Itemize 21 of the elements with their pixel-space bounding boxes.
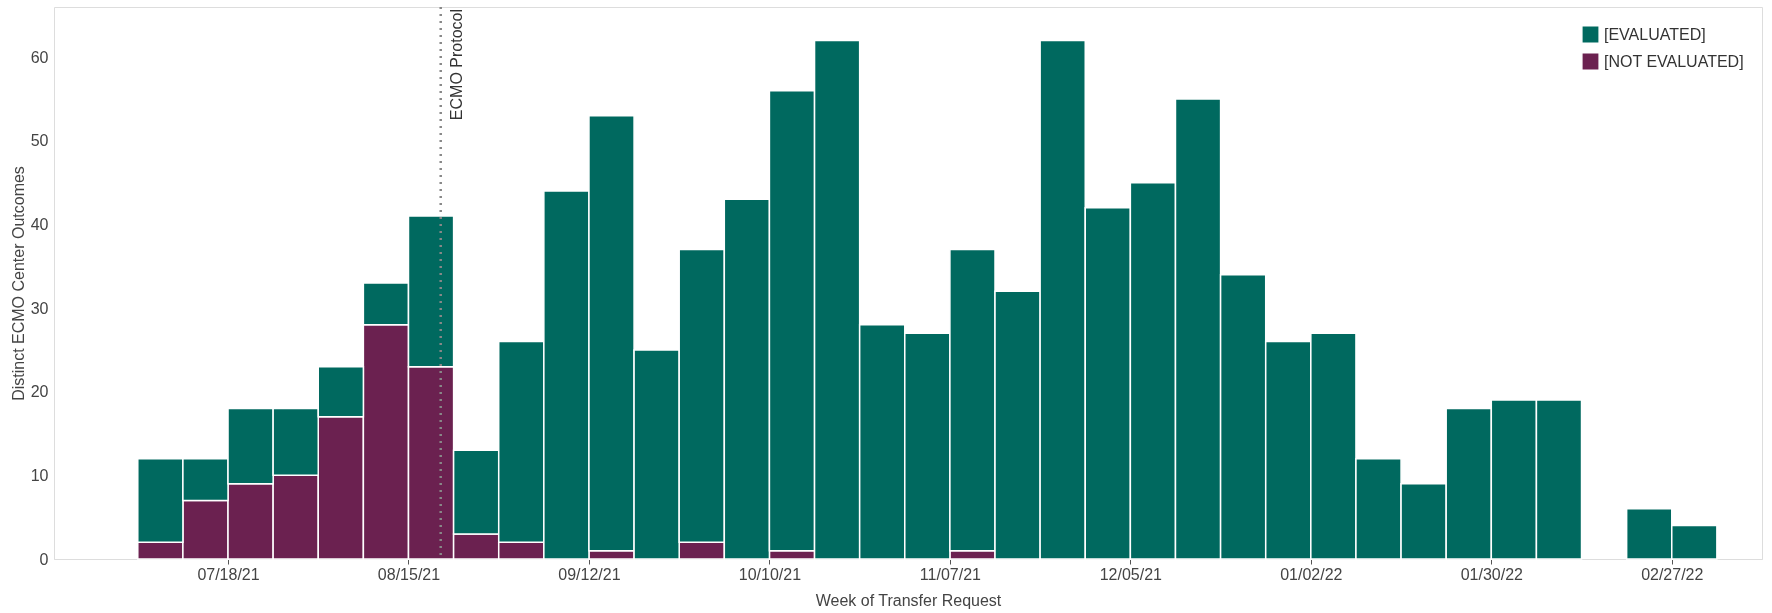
legend-label: [NOT EVALUATED]	[1604, 52, 1744, 70]
ref-line-label: ECMO Protocol	[447, 9, 465, 121]
y-tick-label: 10	[30, 466, 49, 484]
x-tick-label: 09/12/21	[558, 565, 621, 583]
legend-label: [EVALUATED]	[1604, 25, 1706, 43]
y-tick-label: 0	[39, 550, 49, 568]
x-tick-label: 01/30/22	[1460, 565, 1524, 583]
y-tick-label: 60	[30, 48, 49, 66]
y-tick-label: 30	[30, 299, 49, 317]
x-tick-label: 11/07/21	[919, 565, 982, 583]
x-tick-label: 02/27/22	[1641, 565, 1704, 583]
y-tick-label: 40	[30, 215, 49, 233]
x-tick-label: 08/15/21	[377, 565, 441, 583]
x-tick-label: 12/05/21	[1099, 565, 1163, 583]
x-tick-label: 10/10/21	[738, 565, 802, 583]
y-axis-title: Distinct ECMO Center Outcomes	[9, 166, 27, 401]
y-tick-label: 20	[30, 383, 49, 401]
x-tick-label: 01/02/22	[1280, 565, 1343, 583]
x-axis-title: Week of Transfer Request	[815, 591, 1002, 609]
x-tick-label: 07/18/21	[197, 565, 260, 583]
y-tick-label: 50	[30, 132, 49, 150]
